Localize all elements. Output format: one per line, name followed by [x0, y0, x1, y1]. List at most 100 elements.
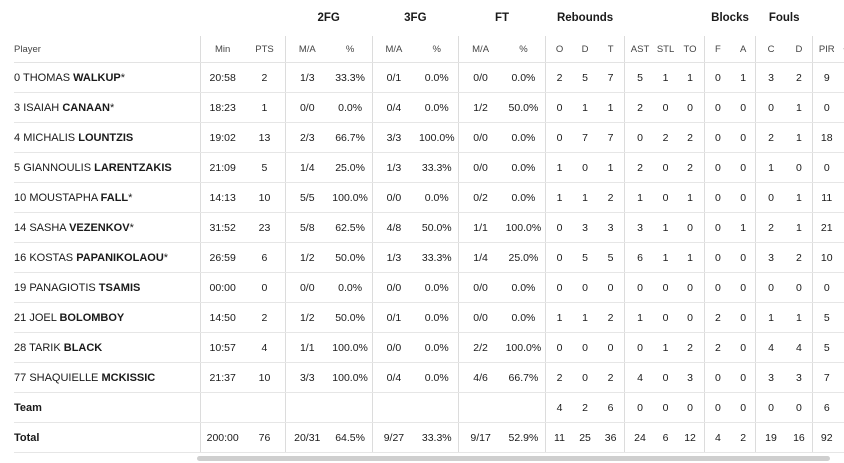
stat-reb-t: 1: [596, 152, 625, 183]
col-fouls-c[interactable]: C: [755, 36, 786, 63]
stat-plusminus: [840, 62, 844, 93]
col-blocks-f[interactable]: F: [703, 36, 732, 63]
stat-blocks-a: 0: [731, 152, 756, 183]
player-name[interactable]: 3 ISAIAH CANAAN*: [14, 92, 201, 123]
horizontal-scrollbar[interactable]: [197, 456, 830, 461]
stat-plusminus: [840, 122, 844, 153]
team-pir: 6: [812, 392, 841, 423]
col-player[interactable]: Player: [14, 36, 201, 63]
stat-pts: 23: [244, 212, 286, 243]
team-fouls-d: 0: [785, 392, 813, 423]
col-reb-t[interactable]: T: [596, 36, 625, 63]
player-number: 3: [14, 101, 21, 114]
player-row: 14 SASHA VEZENKOV* 31:52 23 5/8 62.5% 4/8 50.0…: [14, 212, 844, 243]
player-number: 10: [14, 191, 27, 204]
stat-2fg-pct: 33.3%: [328, 62, 373, 93]
stat-pts: 10: [244, 182, 286, 213]
col-to[interactable]: TO: [676, 36, 705, 63]
player-name[interactable]: 16 KOSTAS PAPANIKOLAOU*: [14, 242, 201, 273]
player-last-name: LARENTZAKIS: [94, 161, 172, 174]
stat-blocks-f: 0: [703, 212, 732, 243]
col-3fg-pct[interactable]: %: [415, 36, 459, 63]
stat-2fg-pct: 100.0%: [328, 362, 373, 393]
col-pir[interactable]: PIR: [812, 36, 841, 63]
stat-2fg-ma: 1/2: [284, 242, 329, 273]
player-number: 16: [14, 251, 27, 264]
stat-3fg-ma: 0/0: [371, 332, 416, 363]
player-name[interactable]: 5 GIANNOULIS LARENTZAKIS: [14, 152, 201, 183]
stat-2fg-ma: 2/3: [284, 122, 329, 153]
stat-pts: 1: [244, 92, 286, 123]
player-last-name: TSAMIS: [98, 281, 141, 294]
player-number: 0: [14, 71, 21, 84]
stat-pir: 11: [812, 182, 841, 213]
stat-fouls-d: 1: [785, 182, 813, 213]
stat-ast: 2: [624, 152, 655, 183]
col-ft-pct[interactable]: %: [502, 36, 546, 63]
stat-pts: 13: [244, 122, 286, 153]
stat-pts: 2: [244, 302, 286, 333]
group-fouls: Fouls: [768, 12, 800, 24]
stat-stl: 0: [654, 92, 677, 123]
col-min[interactable]: Min: [200, 36, 245, 63]
stat-ft-ma: 0/0: [458, 152, 502, 183]
total-reb-t: 36: [596, 422, 625, 453]
stat-2fg-pct: 0.0%: [328, 272, 373, 303]
stat-3fg-ma: 0/0: [371, 272, 416, 303]
stat-3fg-ma: 0/4: [371, 92, 416, 123]
total-2fg-pct: 64.5%: [328, 422, 373, 453]
stat-reb-d: 0: [573, 272, 597, 303]
col-stl[interactable]: STL: [654, 36, 677, 63]
stat-plusminus: [840, 92, 844, 123]
col-fouls-d[interactable]: D: [785, 36, 813, 63]
player-name[interactable]: 77 SHAQUIELLE MCKISSIC: [14, 362, 201, 393]
col-blocks-a[interactable]: A: [731, 36, 756, 63]
stat-reb-t: 2: [596, 182, 625, 213]
player-row: 10 MOUSTAPHA FALL* 14:13 10 5/5 100.0% 0/0 0.0…: [14, 182, 844, 213]
stat-pts: 10: [244, 362, 286, 393]
stat-ast: 0: [624, 272, 655, 303]
stat-min: 21:37: [200, 362, 245, 393]
player-last-name: CANAAN: [62, 101, 110, 114]
player-name[interactable]: 10 MOUSTAPHA FALL*: [14, 182, 201, 213]
stat-ft-ma: 1/4: [458, 242, 502, 273]
stat-reb-t: 2: [596, 362, 625, 393]
col-reb-d[interactable]: D: [573, 36, 597, 63]
team-label: Team: [14, 392, 201, 423]
player-name[interactable]: 21 JOEL BOLOMBOY: [14, 302, 201, 333]
stat-stl: 0: [654, 362, 677, 393]
stat-ft-pct: 0.0%: [502, 152, 546, 183]
player-last-name: WALKUP: [73, 71, 121, 84]
player-name[interactable]: 19 PANAGIOTIS TSAMIS: [14, 272, 201, 303]
stat-ft-pct: 0.0%: [502, 122, 546, 153]
stat-reb-o: 0: [544, 92, 574, 123]
col-pts[interactable]: PTS: [244, 36, 286, 63]
player-name[interactable]: 0 THOMAS WALKUP*: [14, 62, 201, 93]
player-name[interactable]: 4 MICHALIS LOUNTZIS: [14, 122, 201, 153]
stat-reb-t: 2: [596, 302, 625, 333]
team-fouls-c: 0: [755, 392, 786, 423]
col-2fg-pct[interactable]: %: [328, 36, 373, 63]
col-ft-ma[interactable]: M/A: [458, 36, 502, 63]
total-blocks-a: 2: [731, 422, 756, 453]
player-name[interactable]: 14 SASHA VEZENKOV*: [14, 212, 201, 243]
player-name[interactable]: 28 TARIK BLACK: [14, 332, 201, 363]
stat-2fg-pct: 100.0%: [328, 182, 373, 213]
player-last-name: FALL: [100, 191, 129, 204]
stat-pir: 0: [812, 152, 841, 183]
player-row: 5 GIANNOULIS LARENTZAKIS 21:09 5 1/4 25.0% 1/…: [14, 152, 844, 183]
player-first-name: SASHA: [29, 221, 66, 234]
stat-blocks-a: 0: [731, 332, 756, 363]
player-first-name: THOMAS: [22, 71, 71, 84]
stat-3fg-pct: 0.0%: [415, 62, 459, 93]
col-plusminus[interactable]: +/: [840, 36, 844, 63]
stat-3fg-pct: 0.0%: [415, 332, 459, 363]
stat-blocks-f: 2: [703, 302, 732, 333]
team-to: 0: [676, 392, 705, 423]
col-reb-o[interactable]: O: [544, 36, 574, 63]
stat-3fg-pct: 33.3%: [415, 152, 459, 183]
col-ast[interactable]: AST: [624, 36, 655, 63]
col-2fg-ma[interactable]: M/A: [284, 36, 329, 63]
stat-3fg-pct: 0.0%: [415, 302, 459, 333]
col-3fg-ma[interactable]: M/A: [371, 36, 416, 63]
